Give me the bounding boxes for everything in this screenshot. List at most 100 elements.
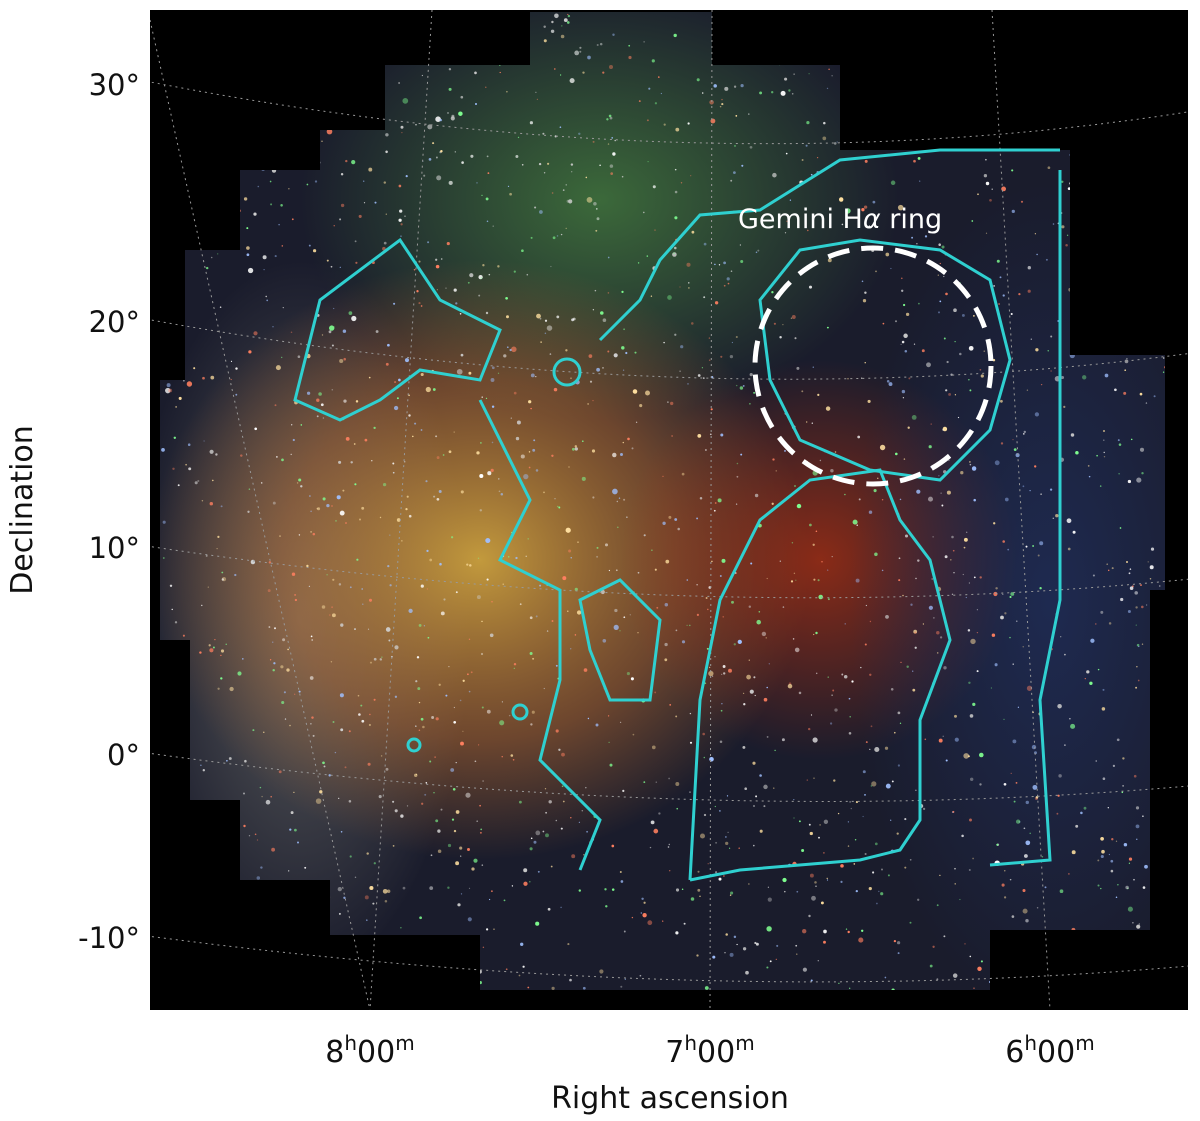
star	[668, 515, 672, 519]
star	[336, 495, 341, 500]
star	[260, 482, 263, 484]
star	[523, 881, 528, 886]
tick-unit: h	[344, 1031, 357, 1055]
star	[461, 161, 464, 164]
star	[715, 841, 718, 844]
star	[736, 462, 739, 465]
star	[374, 201, 377, 204]
star	[971, 466, 977, 471]
star	[967, 629, 971, 632]
star	[339, 510, 345, 516]
star	[599, 164, 601, 166]
star	[969, 463, 972, 466]
star	[979, 783, 982, 786]
star	[977, 193, 979, 196]
star	[677, 527, 680, 531]
star	[247, 267, 254, 274]
star	[228, 757, 232, 760]
star	[714, 263, 716, 266]
star	[893, 939, 897, 943]
star	[280, 204, 283, 207]
star	[1115, 896, 1118, 899]
star	[416, 656, 420, 659]
star	[1061, 180, 1064, 183]
sky-image	[160, 12, 1165, 990]
star	[675, 931, 679, 935]
star	[794, 647, 800, 653]
star	[581, 440, 584, 443]
star	[872, 200, 876, 204]
star	[1141, 643, 1144, 645]
star	[936, 652, 939, 654]
star	[1067, 187, 1071, 191]
star	[510, 417, 512, 419]
star	[560, 827, 563, 830]
star	[1111, 838, 1114, 841]
star	[372, 902, 375, 905]
star	[331, 606, 333, 609]
star	[542, 830, 545, 833]
star	[991, 633, 996, 637]
star	[354, 483, 357, 486]
star	[389, 584, 392, 587]
star	[462, 730, 464, 732]
star	[210, 375, 215, 380]
star	[451, 818, 455, 821]
star	[840, 864, 844, 868]
star	[870, 785, 873, 787]
star	[704, 986, 709, 990]
star	[214, 638, 216, 641]
star	[366, 852, 369, 855]
star	[869, 620, 872, 623]
tick-hours: 7	[665, 1035, 684, 1070]
star	[996, 843, 999, 846]
star	[310, 531, 312, 533]
star	[476, 595, 481, 600]
star	[1010, 312, 1013, 316]
star	[884, 976, 887, 979]
star	[469, 273, 474, 278]
star	[602, 639, 607, 643]
star	[551, 454, 554, 457]
star	[578, 889, 581, 892]
star	[945, 389, 948, 392]
star	[173, 436, 176, 439]
star	[983, 350, 986, 353]
star	[1072, 530, 1076, 534]
star	[588, 354, 593, 358]
star	[379, 658, 383, 661]
star	[289, 828, 292, 831]
star	[721, 703, 723, 705]
star	[674, 190, 678, 194]
contour	[598, 148, 1060, 342]
star	[367, 762, 371, 766]
star	[612, 33, 615, 37]
star	[177, 484, 180, 487]
star	[701, 367, 704, 369]
star	[675, 127, 680, 132]
star	[543, 687, 545, 690]
star	[748, 659, 750, 661]
star	[402, 886, 406, 890]
star	[951, 535, 954, 539]
star	[727, 831, 729, 834]
star	[922, 807, 926, 811]
star	[862, 299, 867, 303]
star	[943, 275, 945, 278]
star	[1144, 864, 1148, 869]
star	[914, 631, 917, 634]
star	[960, 471, 964, 475]
star	[1032, 784, 1038, 790]
star	[954, 714, 957, 718]
star	[909, 858, 912, 861]
star	[646, 255, 649, 257]
y-tick-label: 20°	[89, 305, 140, 339]
star	[290, 331, 293, 334]
star	[453, 706, 456, 709]
star	[319, 790, 323, 794]
star	[412, 435, 414, 438]
star	[1025, 545, 1028, 548]
star	[281, 458, 284, 462]
star	[518, 974, 521, 977]
star	[882, 322, 885, 325]
